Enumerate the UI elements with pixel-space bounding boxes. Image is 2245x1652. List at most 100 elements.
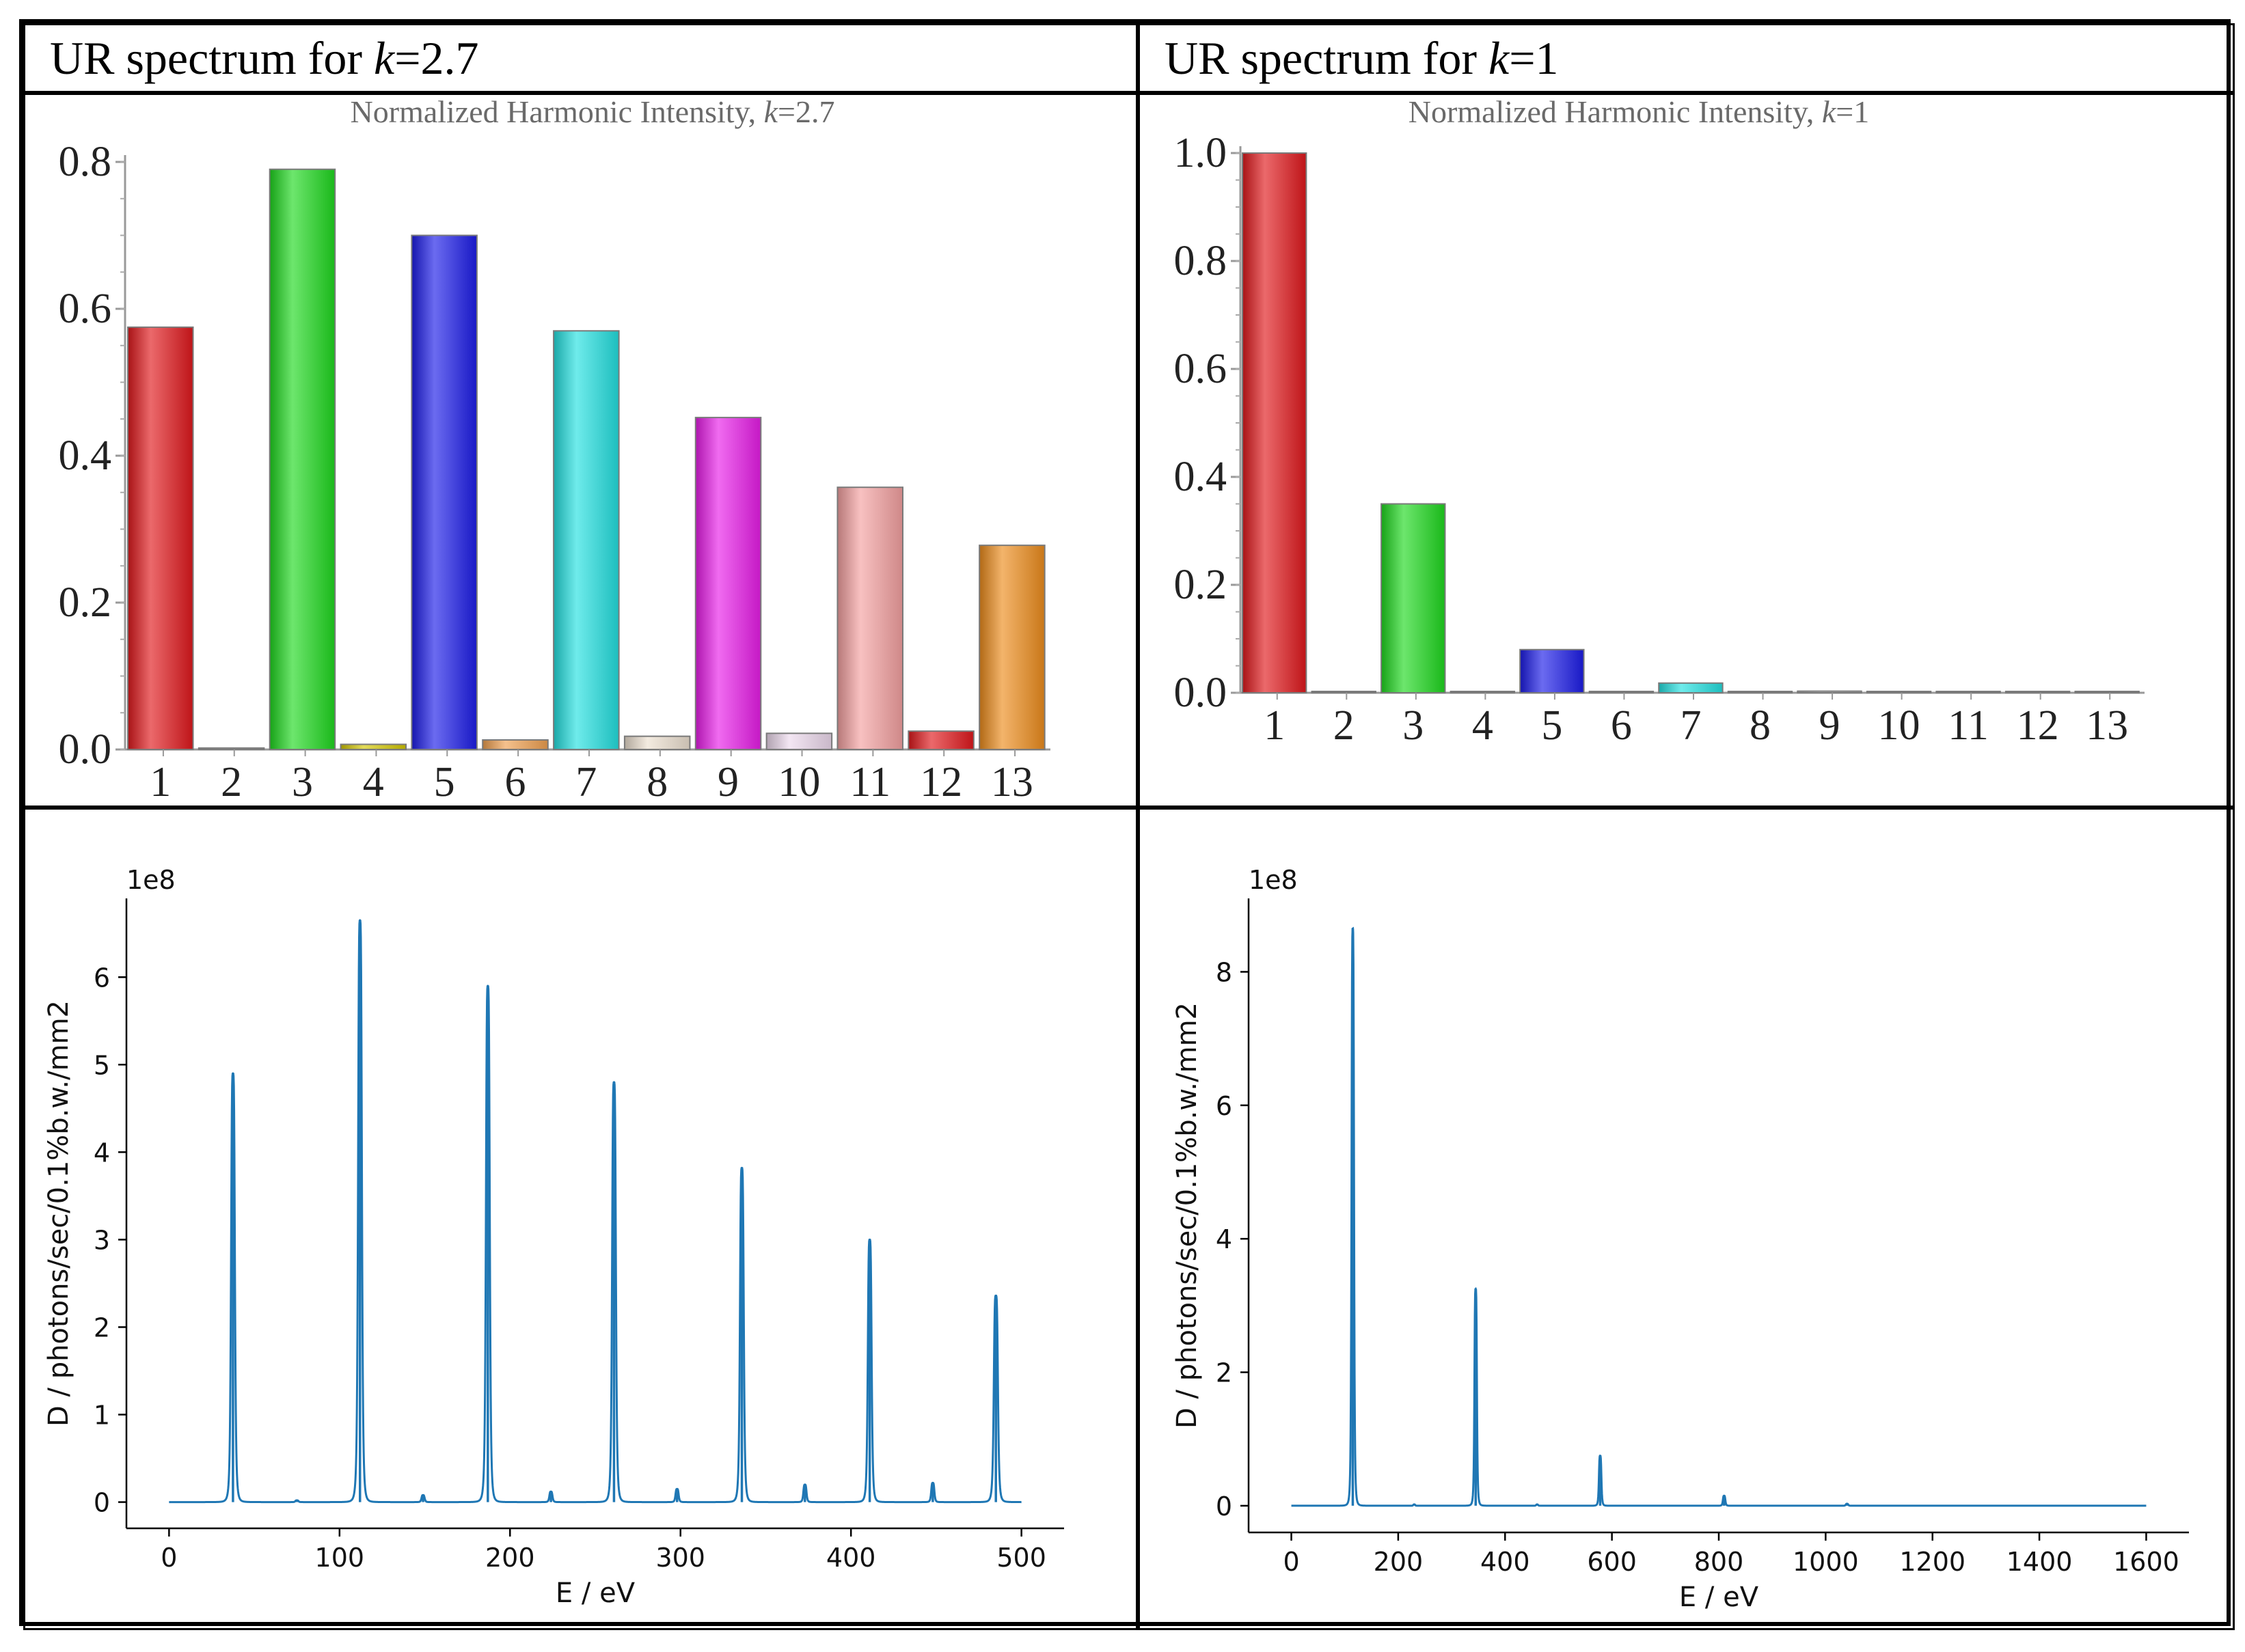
x-tick-label: 200 [1374, 1547, 1424, 1577]
bar-chart-k1-panel: Normalized Harmonic Intensity, k=1 0.0 0.2… [1138, 93, 2235, 808]
y-exponent-label: 1e8 [1249, 865, 1298, 895]
panel-title-left-k: k [374, 31, 395, 84]
bar-13 [979, 545, 1046, 751]
y-tick-label: 4 [1216, 1224, 1232, 1254]
x-tick-label: 9 [1819, 702, 1840, 749]
x-tick-label: 7 [1680, 702, 1701, 749]
spectrum-line [1291, 926, 2147, 1507]
y-tick-label: 0.8 [59, 139, 112, 185]
x-tick-label: 1 [1264, 702, 1285, 749]
y-tick-label: 1 [94, 1401, 110, 1431]
x-tick-label: 12 [2017, 702, 2059, 749]
x-tick-label: 13 [991, 759, 1033, 806]
y-tick-label: 2 [1216, 1358, 1232, 1388]
bar-chart-title-suffix: =1 [1836, 95, 1869, 129]
x-tick-label: 1600 [2113, 1547, 2179, 1577]
y-tick-label: 0.0 [1174, 670, 1227, 716]
x-tick-label: 12 [920, 759, 962, 806]
y-tick-label: 3 [94, 1225, 110, 1255]
x-tick-label: 300 [655, 1543, 705, 1573]
x-tick-label: 500 [996, 1543, 1046, 1573]
y-tick-label: 0.2 [1174, 562, 1227, 608]
bar-chart-k27-panel: Normalized Harmonic Intensity, k=2.7 0.0 0… [23, 93, 1138, 808]
bar-12 [2004, 691, 2071, 693]
y-tick-label: 6 [94, 963, 110, 993]
x-tick-label: 100 [315, 1543, 365, 1573]
bar-chart-title-suffix: =2.7 [778, 95, 834, 129]
bar-chart-k1: Normalized Harmonic Intensity, k=1 0.0 0.2… [1174, 95, 2145, 749]
x-tick-label: 400 [826, 1543, 876, 1573]
x-tick-label: 600 [1587, 1547, 1637, 1577]
y-tick-label: 0.8 [1174, 238, 1227, 284]
y-tick-label: 8 [1216, 957, 1232, 987]
bar-11 [1935, 691, 2001, 693]
x-tick-label: 1 [150, 759, 171, 806]
x-tick-label: 8 [647, 759, 668, 806]
x-axis-label: E / eV [1679, 1582, 1759, 1613]
bar-8 [1727, 691, 1793, 693]
y-tick-label: 5 [94, 1050, 110, 1080]
y-tick-label: 0.4 [1174, 454, 1227, 500]
panel-title-left: UR spectrum for k =2.7 [23, 23, 1138, 93]
panel-title-right: UR spectrum for k =1 [1138, 23, 2235, 93]
x-tick-label: 13 [2086, 702, 2128, 749]
y-tick-label: 0.6 [59, 286, 112, 332]
bar-13 [2074, 691, 2140, 693]
bar-9 [1797, 690, 1862, 694]
bar-6 [482, 739, 549, 751]
x-tick-label: 4 [363, 759, 384, 806]
bar-7 [1658, 682, 1724, 694]
bar-2 [1311, 691, 1376, 693]
bar-chart-title: Normalized Harmonic Intensity, k=1 [1409, 95, 1869, 129]
bar-2 [198, 747, 265, 750]
y-tick-label: 0.6 [1174, 346, 1227, 392]
x-tick-label: 9 [718, 759, 739, 806]
y-tick-label: 0 [1216, 1491, 1232, 1522]
panel-title-left-prefix: UR spectrum for [50, 31, 375, 84]
bar-4 [340, 743, 407, 750]
x-tick-label: 1400 [2006, 1547, 2073, 1577]
x-tick-label: 8 [1750, 702, 1771, 749]
x-tick-label: 800 [1694, 1547, 1744, 1577]
x-tick-label: 3 [1402, 702, 1424, 749]
x-tick-label: 1000 [1793, 1547, 1859, 1577]
y-tick-label: 0 [94, 1488, 110, 1518]
y-tick-label: 0.2 [59, 579, 112, 626]
bar-chart-title-prefix: Normalized Harmonic Intensity, [351, 95, 764, 129]
bar-chart-title-k: k [1822, 95, 1837, 129]
x-tick-label: 10 [1878, 702, 1920, 749]
y-tick-label: 1.0 [1174, 130, 1227, 176]
spectrum-k27-panel: 0 100 200 300 400 500 0 1 2 3 4 5 6 1e8 E / eV D / phot… [23, 808, 1138, 1630]
spectrum-k1-panel: 0 200 400 600 800 1000 1200 1400 1600 0 2 4 6 8 1e8 E /… [1138, 808, 2235, 1630]
x-tick-label: 0 [1283, 1547, 1299, 1577]
x-tick-label: 11 [1948, 702, 1989, 749]
y-axis-label: D / photons/sec/0.1%b.w./mm2 [43, 1000, 74, 1427]
bar-5 [411, 234, 478, 750]
panel-title-right-k: k [1488, 31, 1510, 84]
bar-9 [694, 417, 762, 750]
bar-chart-title-k: k [764, 95, 779, 129]
x-tick-label: 2 [1333, 702, 1355, 749]
panel-title-right-prefix: UR spectrum for [1165, 31, 1489, 84]
x-tick-label: 5 [1541, 702, 1562, 749]
x-tick-label: 5 [434, 759, 455, 806]
bar-1 [127, 326, 194, 750]
spectrum-chart-k1: 0 200 400 600 800 1000 1200 1400 1600 0 2 4 6 8 1e8 E /… [1171, 865, 2189, 1613]
bar-10 [1866, 691, 1932, 693]
bar-12 [908, 730, 975, 750]
x-tick-label: 11 [849, 759, 890, 806]
bar-chart-title-prefix: Normalized Harmonic Intensity, [1409, 95, 1822, 129]
x-tick-label: 200 [485, 1543, 535, 1573]
x-tick-label: 4 [1472, 702, 1493, 749]
x-tick-label: 400 [1480, 1547, 1530, 1577]
spectrum-line [169, 919, 1022, 1504]
x-tick-label: 3 [292, 759, 313, 806]
y-tick-label: 2 [94, 1312, 110, 1343]
bar-4 [1450, 691, 1516, 693]
y-tick-label: 0.0 [59, 726, 112, 773]
bar-3 [269, 168, 336, 750]
y-tick-label: 4 [94, 1138, 110, 1168]
bar-chart-k27: Normalized Harmonic Intensity, k=2.7 0.0 0… [59, 95, 1050, 806]
y-tick-label: 6 [1216, 1091, 1232, 1121]
y-exponent-label: 1e8 [126, 865, 176, 895]
